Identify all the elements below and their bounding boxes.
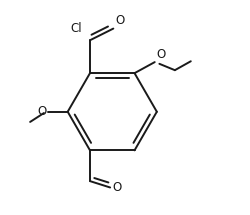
Text: O: O [37,105,46,118]
Text: O: O [116,14,125,27]
Text: O: O [112,181,122,194]
Text: O: O [156,48,166,61]
Text: Cl: Cl [70,22,82,35]
